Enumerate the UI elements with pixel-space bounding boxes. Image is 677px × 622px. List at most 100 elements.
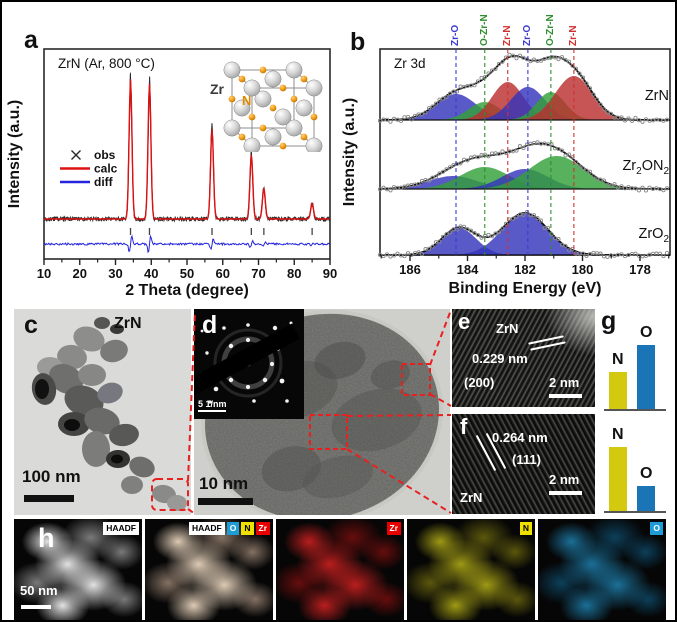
panel-h-scalebar (21, 605, 51, 609)
svg-text:182: 182 (514, 262, 536, 277)
badge-o: O (650, 522, 663, 535)
bar-axis (604, 409, 666, 411)
bar-axis (604, 511, 666, 513)
roi-boxes (309, 363, 431, 450)
bar-label-o: O (640, 324, 653, 341)
panel-g-letter: g (601, 307, 617, 335)
panel-b-xps: Zr 3d 186 184 182 180 178 Binding Energy (eV) I… (342, 2, 675, 302)
panel-d-hrtem: d 5 1/nm 10 nm (194, 309, 450, 515)
badge-o: O (226, 522, 240, 535)
xps-chart: Zr 3d 186 184 182 180 178 Binding Energy (eV) I… (342, 48, 671, 297)
haadf-image: HAADF h 50 nm (14, 519, 142, 620)
tile-badges: HAADF O N Zr (187, 522, 270, 535)
tile-badges: O (648, 522, 663, 535)
xrd-ylabel: Intensity (a.u.) (6, 100, 23, 208)
xrd-diff-curve (43, 234, 331, 254)
panel-e-hrtem-200: e ZrN 0.229 nm (200) 2 nm (452, 309, 595, 407)
svg-text:calc: calc (94, 162, 118, 176)
panel-h-edx-maps: HAADF h 50 nm HAADF O N Zr Zr N O (14, 519, 667, 620)
xps-component-zr-o (380, 228, 670, 255)
svg-text:180: 180 (572, 262, 594, 277)
xrd-title: ZrN (Ar, 800 °C) (58, 56, 155, 71)
panel-c-scalebar-label: 100 nm (22, 467, 81, 486)
svg-text:90: 90 (323, 266, 337, 281)
xps-guide-label-zr-n: Zr-N (567, 25, 579, 46)
badge-n: N (519, 522, 532, 535)
panel-c-material-label: ZrN (114, 315, 142, 332)
tile-badges: N (518, 522, 532, 535)
haadf-overlay-image: HAADF O N Zr (145, 519, 273, 620)
svg-text:80: 80 (287, 266, 301, 281)
panel-a-xrd: ZrN (Ar, 800 °C) 10 20 30 40 50 60 70 80 90 2 Thet… (2, 2, 342, 302)
xps-component-zr-n (380, 76, 670, 120)
xps-x-axis: 186 184 182 180 178 (380, 255, 670, 277)
svg-text:40: 40 (144, 266, 158, 281)
panel-e-material-label: ZrN (496, 321, 519, 336)
svg-text:10: 10 (37, 266, 51, 281)
svg-text:obs: obs (94, 148, 116, 162)
panel-d-scalebar-label: 10 nm (199, 474, 249, 493)
xps-spectrum-label-zr2on2: Zr2ON2 (622, 158, 669, 177)
panel-f-scalebar-label: 2 nm (549, 472, 580, 487)
xps-guide-label-zr-o: Zr-O (450, 24, 461, 46)
xps-plot: Zr 3d (377, 48, 671, 259)
panel-a-letter: a (24, 26, 38, 54)
badge-zr: Zr (386, 522, 401, 535)
xrd-xlabel: 2 Theta (degree) (125, 282, 249, 299)
svg-text:184: 184 (457, 262, 479, 277)
panel-e-letter: e (458, 309, 471, 334)
xrd-chart: ZrN (Ar, 800 °C) 10 20 30 40 50 60 70 80 90 2 Thet… (6, 48, 337, 299)
panel-c-scalebar (24, 495, 74, 502)
xps-component-zr-o (380, 87, 670, 120)
panel-d-letter: d (202, 311, 218, 339)
beam-stop (194, 323, 301, 396)
panel-f-letter: f (460, 414, 468, 439)
xrd-plot: ZrN (Ar, 800 °C) (43, 48, 331, 260)
saed-scalebar-label: 5 1/nm (198, 399, 227, 409)
badge-zr: Zr (255, 522, 270, 535)
panel-f-material-label: ZrN (460, 490, 483, 505)
n-map-image: N (407, 519, 535, 620)
zrn-unit-cell: Zr N (210, 61, 323, 152)
panel-d-scalebar (198, 498, 253, 505)
panel-f-hrtem-111: f 0.264 nm (111) ZrN 2 nm (452, 414, 595, 514)
panel-e-dspacing-label: 0.229 nm (472, 351, 528, 366)
xps-component-zr-o (380, 213, 670, 255)
badge-n: N (241, 522, 254, 535)
xps-guide-label-zr-o: Zr-O (521, 24, 533, 46)
crystal-structure-inset: Zr N (208, 52, 330, 152)
panel-f-scalebar (549, 491, 582, 495)
bar-label-n: N (612, 426, 624, 443)
panel-e-plane-label: (200) (464, 375, 495, 390)
panel-e-scalebar-label: 2 nm (549, 375, 580, 390)
panel-f-dspacing-label: 0.264 nm (492, 430, 548, 445)
svg-text:diff: diff (94, 175, 114, 189)
panel-f-plane-label: (111) (512, 452, 541, 467)
svg-text:186: 186 (399, 262, 421, 277)
svg-text:50: 50 (180, 266, 194, 281)
xps-guide-label-o-zr-n: O-Zr-N (478, 14, 490, 46)
saed-scalebar (198, 410, 226, 412)
xps-guide-label-o-zr-n: O-Zr-N (544, 14, 556, 46)
xrd-calc-curve (44, 79, 330, 220)
xps-xlabel: Binding Energy (eV) (449, 280, 602, 297)
n-atom-label: N (242, 93, 251, 108)
saed-inset (194, 309, 304, 419)
xps-spectrum-label-zrn: ZrN (644, 88, 669, 104)
badge-haadf: HAADF (103, 522, 139, 535)
xrd-x-axis: 10 20 30 40 50 60 70 80 90 (37, 259, 337, 281)
bar-label-n: N (612, 351, 624, 368)
svg-text:178: 178 (629, 262, 651, 277)
svg-text:20: 20 (73, 266, 87, 281)
panel-e-scalebar (549, 394, 582, 398)
xps-spectrum-label-zro2: ZrO2 (638, 226, 669, 245)
xps-guide-label-zr-n: Zr-N (501, 25, 513, 46)
panel-b-letter: b (350, 28, 366, 56)
bar-label-o: O (640, 465, 653, 482)
tile-badges: Zr (385, 522, 401, 535)
o-map-image: O (538, 519, 666, 620)
panel-h-scalebar-label: 50 nm (20, 583, 58, 598)
